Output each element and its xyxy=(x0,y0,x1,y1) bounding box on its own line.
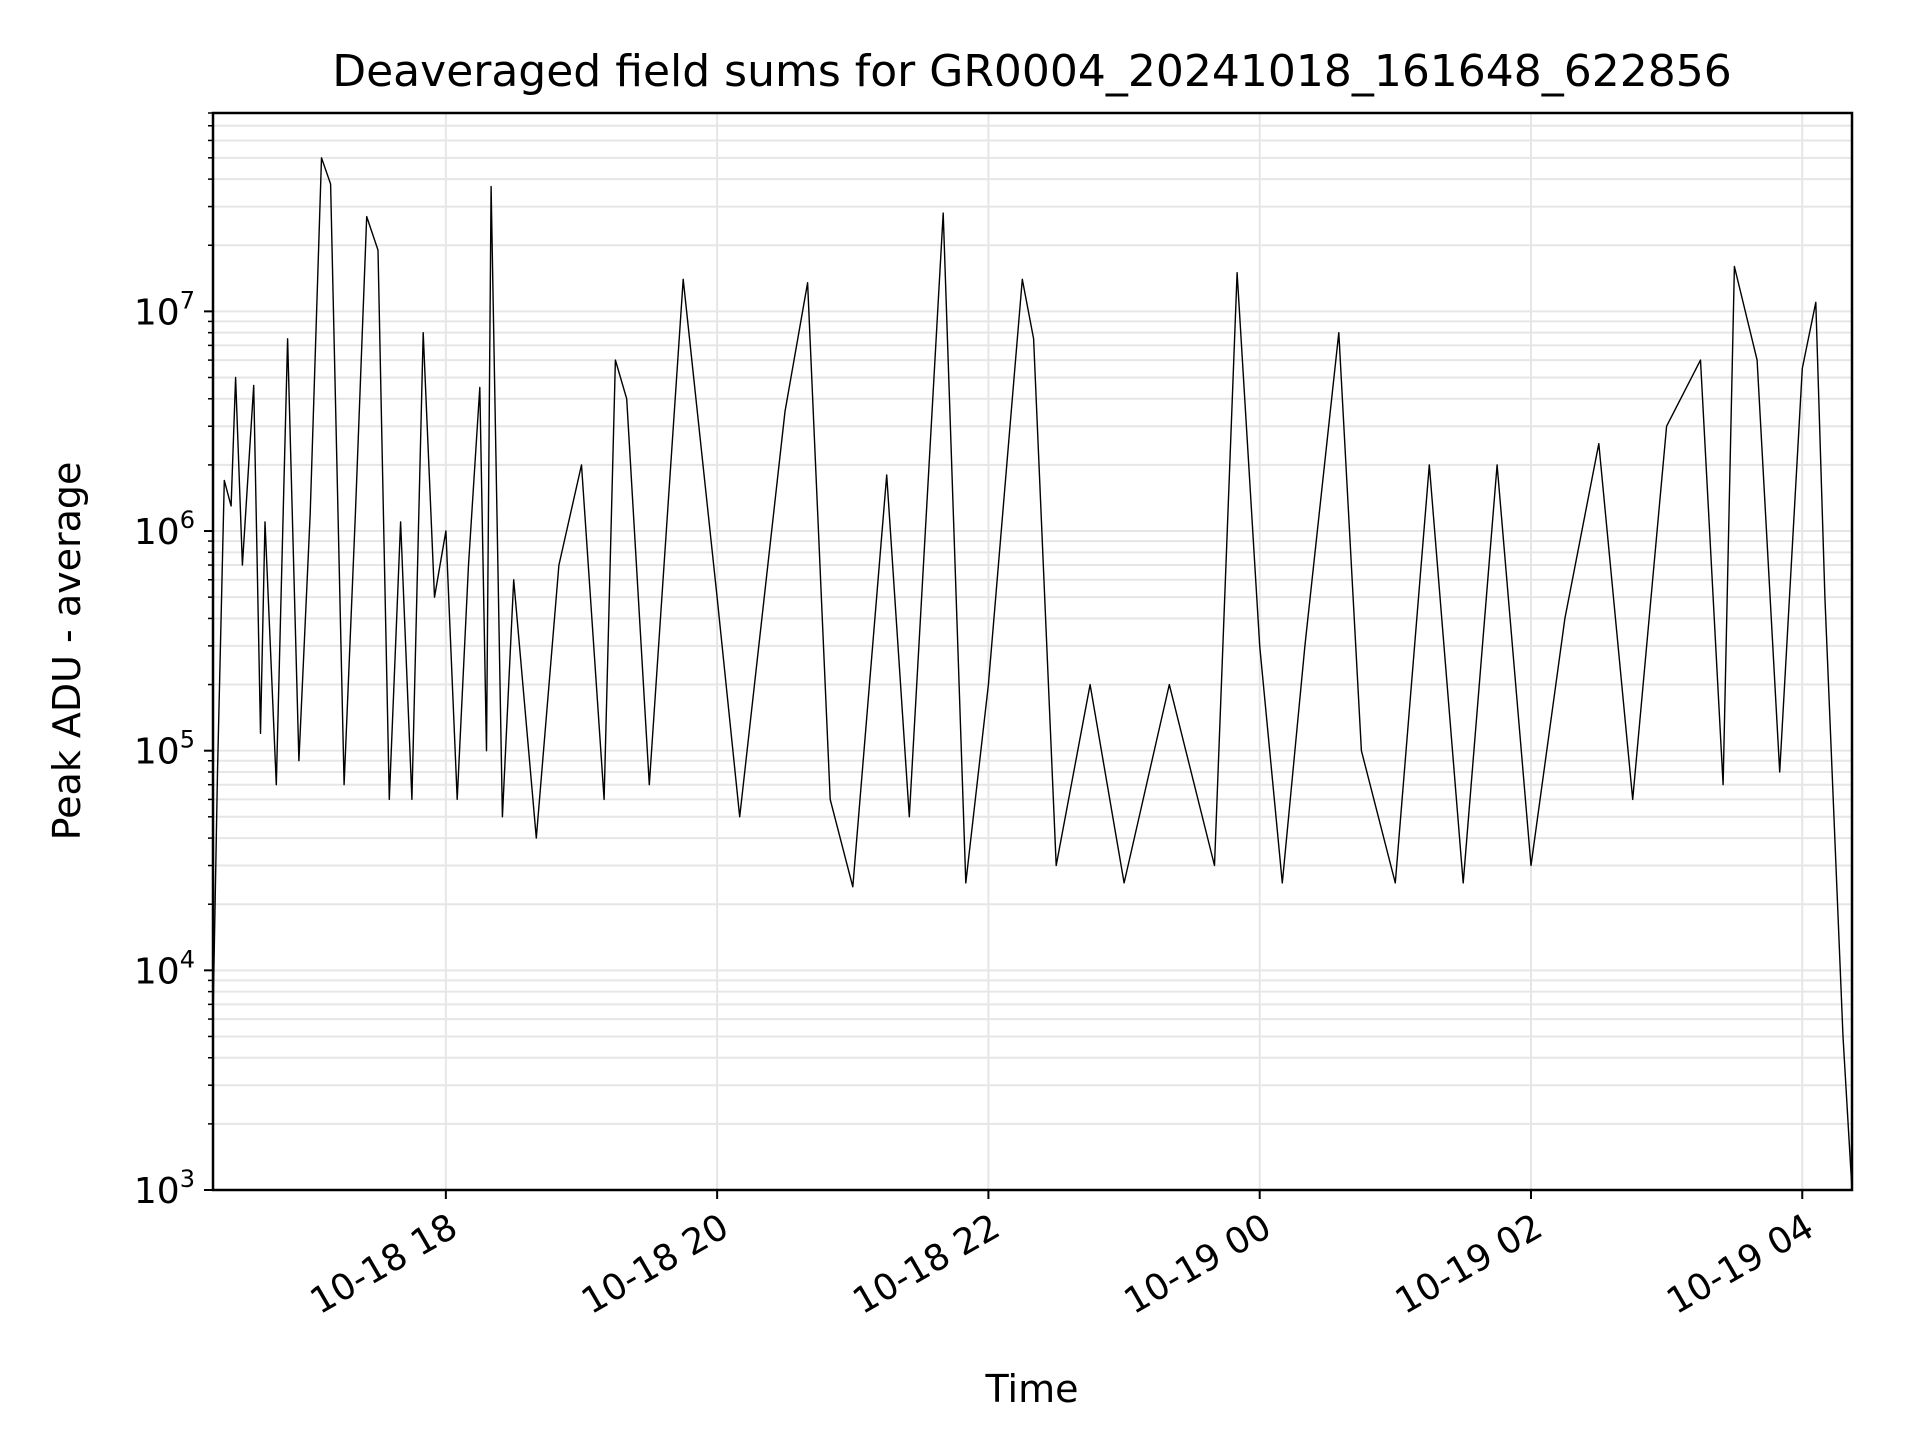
x-tick-label: 10-18 22 xyxy=(846,1206,1007,1322)
series-line xyxy=(212,157,1853,1191)
y-tick-base: 10 xyxy=(134,951,180,992)
y-tick-label: 106 xyxy=(134,506,195,553)
plot-frame xyxy=(211,111,1854,1192)
x-tick-label: 10-19 04 xyxy=(1660,1206,1821,1322)
y-tick-exponent: 7 xyxy=(180,286,195,314)
y-tick-label: 104 xyxy=(134,945,195,992)
y-tick-label: 105 xyxy=(134,726,195,773)
y-tick-base: 10 xyxy=(134,292,180,333)
x-axis-label: Time xyxy=(985,1367,1079,1411)
y-tick-label: 107 xyxy=(134,286,195,333)
y-tick-label: 103 xyxy=(134,1165,195,1212)
y-tick-exponent: 5 xyxy=(180,726,195,754)
y-tick-exponent: 6 xyxy=(180,506,195,534)
x-tick-label: 10-19 02 xyxy=(1389,1206,1550,1322)
y-tick-base: 10 xyxy=(134,512,180,553)
x-tick-label: 10-18 20 xyxy=(575,1206,736,1322)
y-axis-label: Peak ADU - average xyxy=(45,462,89,841)
y-tick-base: 10 xyxy=(134,1171,180,1212)
data-series-group xyxy=(212,157,1853,1191)
x-tick-label: 10-18 18 xyxy=(304,1206,465,1322)
y-tick-base: 10 xyxy=(134,732,180,773)
y-tick-exponent: 4 xyxy=(180,945,195,973)
grid-lines xyxy=(213,112,1852,1191)
y-tick-exponent: 3 xyxy=(180,1165,195,1193)
chart-title: Deaveraged field sums for GR0004_2024101… xyxy=(332,46,1732,97)
x-axis-ticks: 10-18 18 10-18 20 10-18 22 10-19 00 10-19 02… xyxy=(304,1190,1821,1323)
x-tick-label: 10-19 00 xyxy=(1118,1206,1279,1322)
